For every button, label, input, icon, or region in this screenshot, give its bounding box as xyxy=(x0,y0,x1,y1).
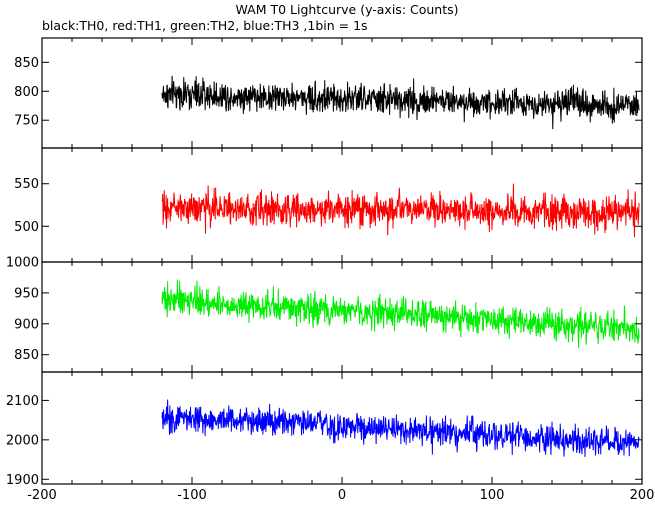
y-tick-label: 850 xyxy=(14,348,39,363)
series-line-th0 xyxy=(161,75,640,130)
series-line-th2 xyxy=(161,279,640,348)
x-axis: -200 -100 0 100 200 xyxy=(27,488,654,503)
panel-th2: 850 900 950 1000 xyxy=(6,256,643,373)
panel-th0: 750 800 850 xyxy=(14,37,643,149)
panel-th3: 1900 2000 2100 xyxy=(6,371,643,488)
y-tick-label: 900 xyxy=(14,317,39,332)
series-line-th3 xyxy=(161,399,640,457)
panel-th1: 500 550 xyxy=(14,147,643,263)
panels-group: 750 800 850 500 550 850 900 950 1000 1900 2000 2100 xyxy=(6,37,643,488)
chart-subtitle: black:TH0, red:TH1, green:TH2, blue:TH3 … xyxy=(42,18,368,33)
y-tick-label: 2000 xyxy=(6,433,39,448)
y-tick-label: 850 xyxy=(14,56,39,71)
chart-title: WAM T0 Lightcurve (y-axis: Counts) xyxy=(235,2,458,17)
panel-frame xyxy=(41,37,643,149)
x-tick-label: 100 xyxy=(480,488,505,503)
y-tick-label: 550 xyxy=(14,177,39,192)
x-tick-label: -200 xyxy=(27,488,57,503)
y-tick-label: 1900 xyxy=(6,473,39,488)
x-tick-label: 0 xyxy=(338,488,346,503)
y-tick-label: 950 xyxy=(14,286,39,301)
y-tick-label: 1000 xyxy=(6,256,39,271)
series-line-th1 xyxy=(161,183,640,238)
y-tick-label: 500 xyxy=(14,220,39,235)
y-tick-label: 800 xyxy=(14,85,39,100)
y-tick-label: 750 xyxy=(14,114,39,129)
x-tick-label: 200 xyxy=(630,488,655,503)
y-tick-label: 2100 xyxy=(6,394,39,409)
x-tick-label: -100 xyxy=(177,488,207,503)
